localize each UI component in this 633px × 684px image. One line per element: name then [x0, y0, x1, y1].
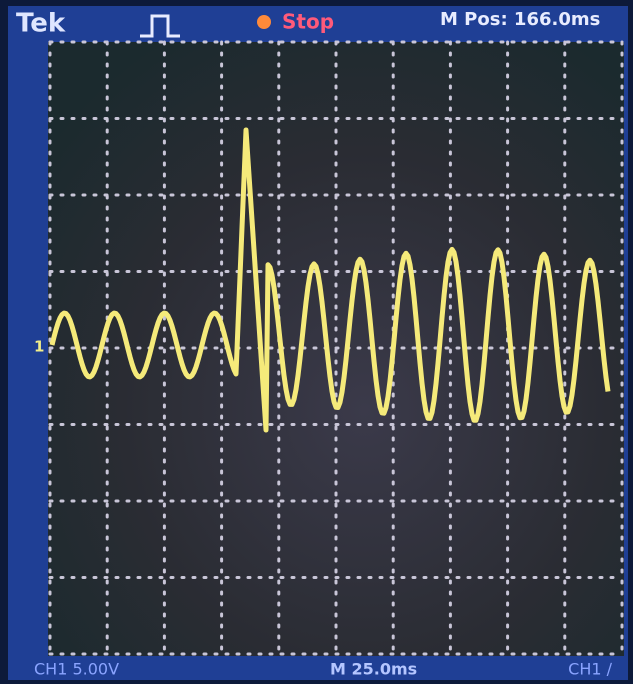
status: Stop: [282, 10, 334, 34]
position: M Pos: 166.0ms: [440, 9, 600, 30]
channel-marker: 1: [34, 338, 44, 356]
run-indicator: [257, 15, 271, 29]
graticule: [48, 40, 624, 656]
channel-scale: CH1 5.00V: [34, 660, 119, 679]
brand: Tek: [16, 9, 66, 39]
trigger-source: CH1 ∕: [568, 660, 612, 679]
waveform-trace: [49, 127, 611, 433]
timebase: M 25.0ms: [330, 660, 417, 679]
trigger-icon: [140, 14, 180, 38]
